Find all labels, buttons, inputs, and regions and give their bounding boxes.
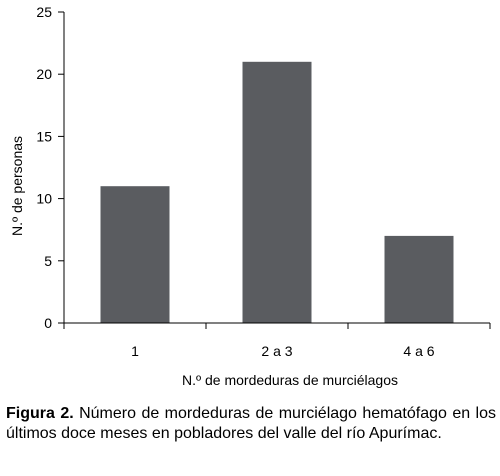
x-axis: 1 2 a 3 4 a 6	[63, 322, 491, 359]
y-tick-label: 15	[36, 128, 52, 144]
bar-1	[100, 186, 170, 323]
y-tick-label: 5	[44, 253, 52, 269]
caption-label: Figura 2.	[6, 405, 74, 422]
figure-caption: Figura 2. Número de mordeduras de murcié…	[6, 404, 496, 444]
y-tick-label: 10	[36, 191, 52, 207]
y-axis: 0 5 10 15 20 25	[36, 4, 65, 331]
x-tick-label: 2 a 3	[261, 343, 292, 359]
bar-3	[384, 235, 454, 323]
y-axis-title: N.º de personas	[9, 136, 25, 236]
x-axis-title: N.º de mordeduras de murciélagos	[182, 372, 398, 388]
y-tick-label: 0	[44, 315, 52, 331]
x-tick-label: 1	[131, 343, 139, 359]
y-tick-label: 20	[36, 66, 52, 82]
y-tick-label: 25	[36, 4, 52, 20]
caption-text: Número de mordeduras de murciélago hemat…	[6, 405, 496, 442]
bar-chart: 0 5 10 15 20 25 1 2 a 3 4 a 6 N.º de personas N…	[9, 4, 491, 388]
bar-2	[242, 61, 312, 324]
bars-group	[100, 61, 454, 324]
x-tick-label: 4 a 6	[403, 343, 434, 359]
